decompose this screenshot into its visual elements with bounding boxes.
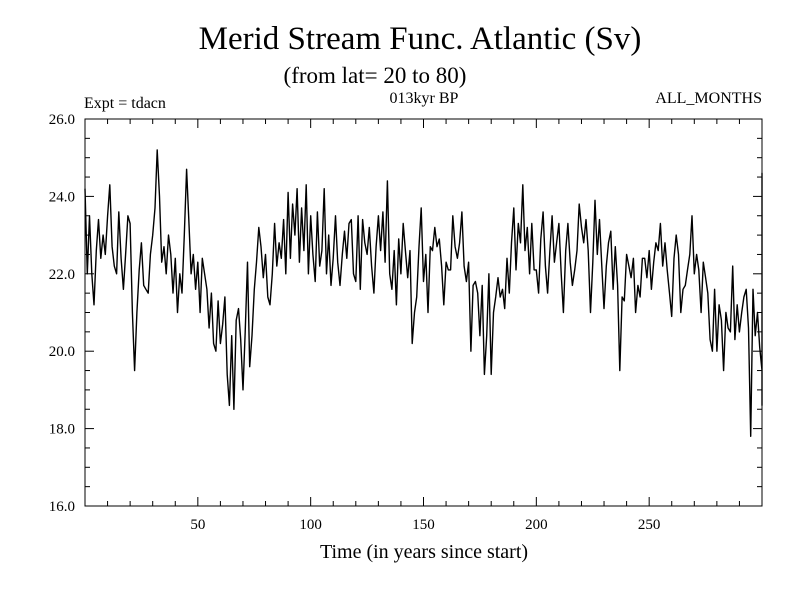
y-tick-label: 20.0 [49, 344, 75, 360]
experiment-label: Expt = tdacn [84, 95, 166, 112]
chart-subtitle: (from lat= 20 to 80) [284, 63, 467, 88]
chart-title: Merid Stream Func. Atlantic (Sv) [199, 21, 642, 57]
series-line [84, 149, 763, 437]
period-label: 013kyr BP [390, 90, 459, 107]
y-tick-label: 16.0 [49, 499, 75, 515]
y-tick-label: 18.0 [49, 422, 75, 438]
y-tick-label: 22.0 [49, 267, 75, 283]
x-tick-label: 200 [525, 517, 548, 533]
y-tick-label: 24.0 [49, 189, 75, 205]
x-axis-label: Time (in years since start) [320, 541, 528, 563]
x-axis: 50 100 150 200 250 [107, 119, 740, 533]
x-tick-label: 50 [190, 517, 205, 533]
x-tick-label: 100 [299, 517, 322, 533]
x-tick-label: 150 [412, 517, 435, 533]
months-label: ALL_MONTHS [655, 90, 762, 107]
y-tick-label: 26.0 [49, 112, 75, 128]
x-tick-label: 250 [638, 517, 661, 533]
